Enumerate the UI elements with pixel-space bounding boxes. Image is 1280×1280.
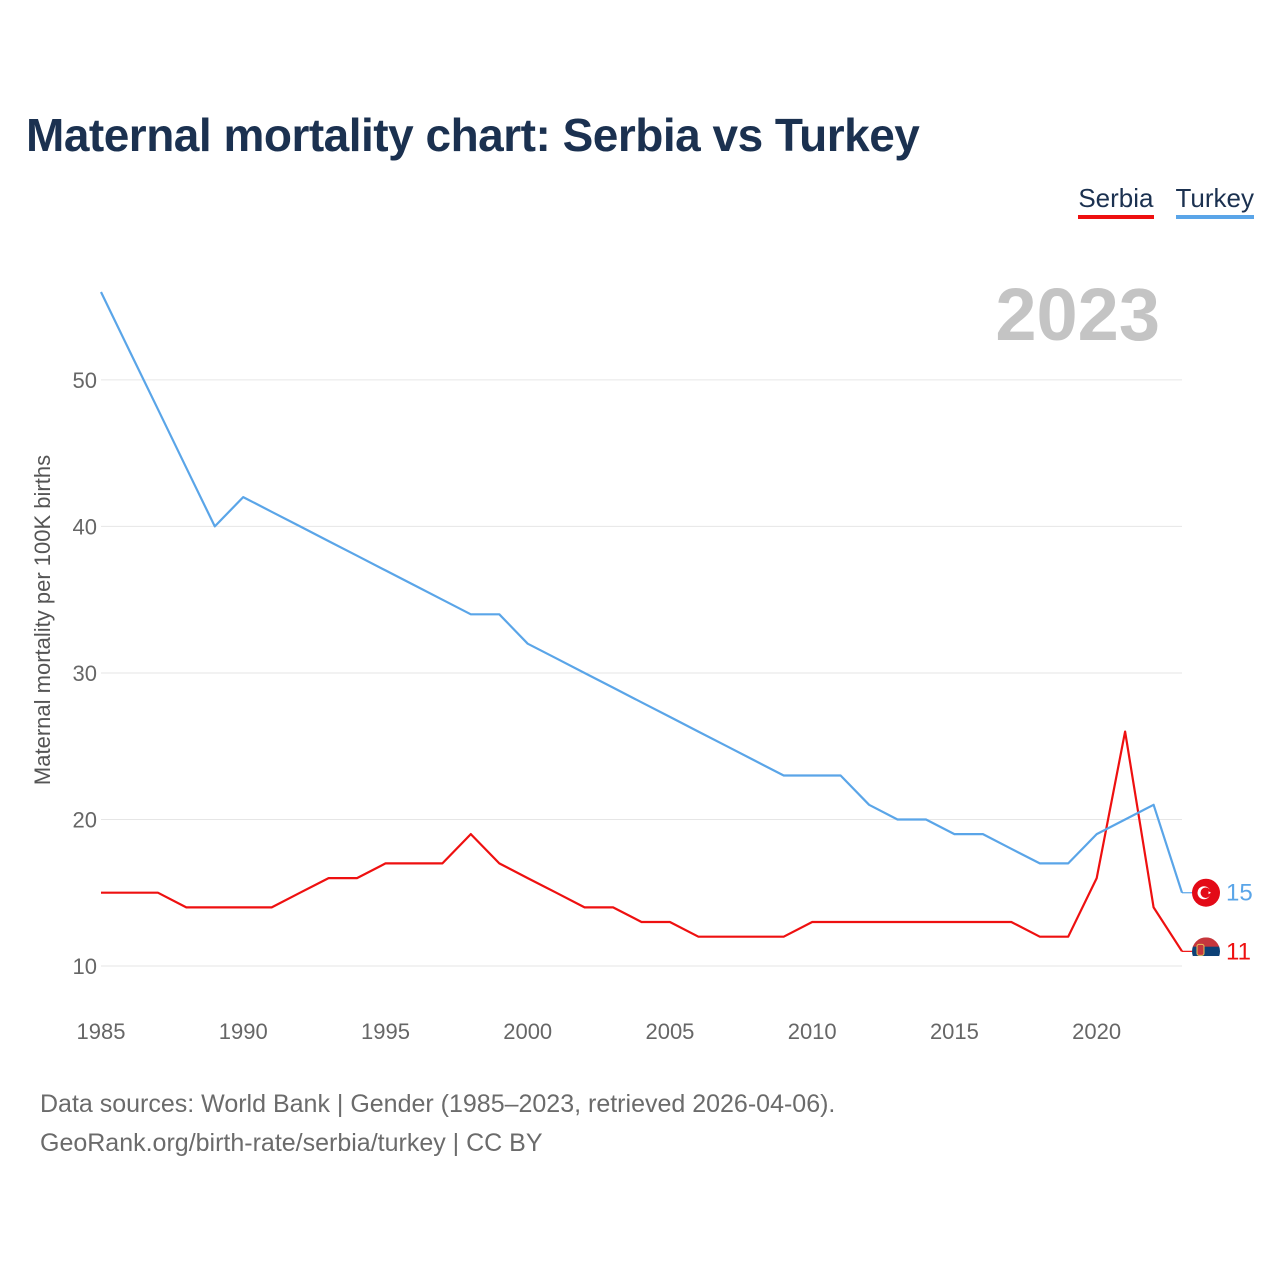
line-chart: 2023 10 20 30 40 50 1985 1990 1995 2000 2005 2010 20… xyxy=(30,273,1253,1044)
series-line-turkey xyxy=(100,291,1184,894)
y-axis-label: Maternal mortality per 100K births xyxy=(30,455,55,785)
flag-stripe xyxy=(1192,946,1220,957)
flag-crescent-inner xyxy=(1200,887,1211,898)
x-tick-label: 1990 xyxy=(219,1019,268,1044)
series-line-serbia xyxy=(101,730,1183,952)
y-tick-label: 30 xyxy=(73,661,97,686)
y-tick-label: 10 xyxy=(73,954,97,979)
flag-stripe xyxy=(1192,937,1220,948)
y-tick-label: 50 xyxy=(73,368,97,393)
x-tick-label: 1985 xyxy=(77,1019,126,1044)
footer: Data sources: World Bank | Gender (1985–… xyxy=(40,1085,835,1163)
flag-stripe xyxy=(1192,956,1220,966)
legend-turkey[interactable]: Turkey xyxy=(1175,183,1254,219)
footer-sources: Data sources: World Bank | Gender (1985–… xyxy=(40,1090,836,1118)
x-tick-label: 2020 xyxy=(1072,1019,1121,1044)
end-value-label-serbia: 11 xyxy=(1226,938,1251,965)
legend-serbia[interactable]: Serbia xyxy=(1078,183,1154,219)
y-tick-label: 40 xyxy=(73,514,97,539)
chart-title: Maternal mortality chart: Serbia vs Turk… xyxy=(26,109,920,161)
x-tick-label: 2000 xyxy=(503,1019,552,1044)
end-value-label-turkey: 15 xyxy=(1226,880,1253,907)
x-tick-label: 2010 xyxy=(788,1019,837,1044)
flag-star xyxy=(1208,891,1211,895)
x-tick-label: 1995 xyxy=(361,1019,410,1044)
serbia-flag-icon xyxy=(1192,937,1220,966)
footer-credit: GeoRank.org/birth-rate/serbia/turkey | C… xyxy=(40,1129,543,1157)
legend: Serbia Turkey xyxy=(1078,183,1254,219)
flag-coat-of-arms xyxy=(1196,943,1205,956)
y-tick-label: 20 xyxy=(73,807,97,832)
x-tick-label: 2005 xyxy=(645,1019,694,1044)
year-watermark: 2023 xyxy=(995,273,1160,356)
x-tick-label: 2015 xyxy=(930,1019,979,1044)
